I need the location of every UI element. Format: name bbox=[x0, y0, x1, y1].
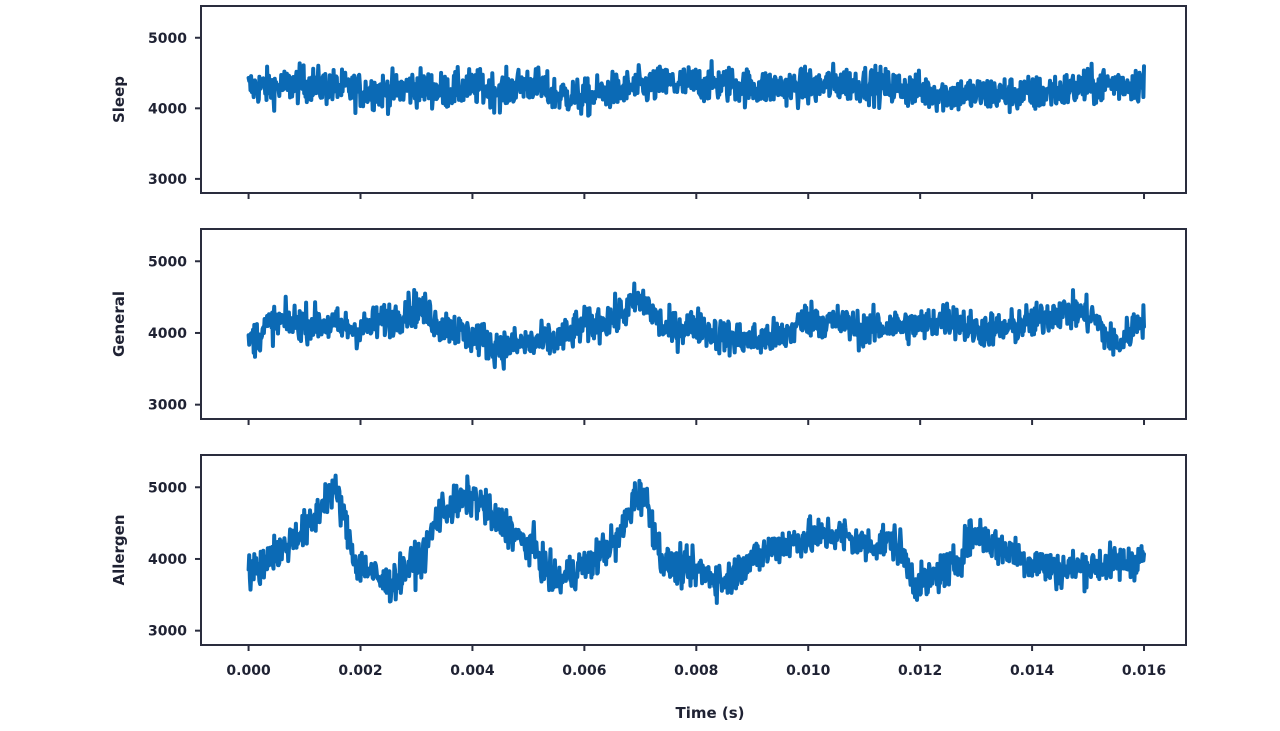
series-line-general bbox=[246, 281, 1146, 371]
x-tick-label: 0.004 bbox=[450, 663, 495, 679]
y-tick-label: 3000 bbox=[148, 172, 187, 188]
y-tick-label: 4000 bbox=[148, 552, 187, 568]
x-tick-label: 0.006 bbox=[562, 663, 606, 679]
y-tick-label: 3000 bbox=[148, 398, 187, 414]
x-tick-label: 0.014 bbox=[1010, 663, 1055, 679]
x-tick-label: 0.008 bbox=[674, 663, 718, 679]
x-tick-label: 0.010 bbox=[786, 663, 831, 679]
x-tick-label: 0.016 bbox=[1122, 663, 1166, 679]
y-tick-label: 5000 bbox=[148, 254, 187, 270]
x-tick-label: 0.000 bbox=[226, 663, 271, 679]
series-line-sleep bbox=[246, 59, 1146, 118]
y-tick-label: 3000 bbox=[148, 624, 187, 640]
panel-frame bbox=[200, 5, 1187, 194]
x-tick-label: 0.012 bbox=[898, 663, 942, 679]
panel-frame bbox=[200, 454, 1187, 646]
series-line-allergen bbox=[246, 473, 1146, 605]
x-axis-title: Time (s) bbox=[675, 704, 744, 722]
y-tick-label: 4000 bbox=[148, 326, 187, 342]
panel-frame bbox=[200, 228, 1187, 420]
y-axis-title: General bbox=[110, 291, 128, 357]
y-tick-label: 4000 bbox=[148, 101, 187, 117]
y-axis-title: Allergen bbox=[110, 514, 128, 585]
y-tick-label: 5000 bbox=[148, 480, 187, 496]
y-axis-title: Sleep bbox=[110, 76, 128, 123]
y-tick-label: 5000 bbox=[148, 31, 187, 47]
x-tick-label: 0.002 bbox=[338, 663, 382, 679]
